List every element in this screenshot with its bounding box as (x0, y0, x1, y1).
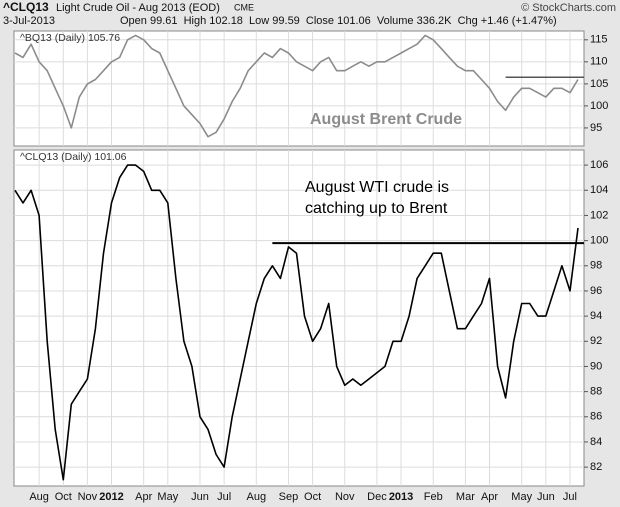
stats: Open 99.61 High 102.18 Low 99.59 Close 1… (120, 15, 557, 27)
date: 3-Jul-2013 (3, 15, 55, 27)
x-tick-label: Dec (367, 491, 387, 503)
y-tick-label: 84 (590, 436, 602, 448)
x-tick-label: Aug (29, 491, 49, 503)
y-tick-label: 105 (590, 78, 608, 90)
x-tick-label: Sep (279, 491, 299, 503)
y-tick-label: 95 (590, 122, 602, 134)
x-tick-label: Oct (304, 491, 321, 503)
x-tick-label: Apr (135, 491, 152, 503)
annotation: catching up to Brent (305, 200, 448, 217)
y-tick-label: 106 (590, 159, 608, 171)
x-tick-label: Aug (246, 491, 266, 503)
x-tick-label: 2013 (389, 491, 413, 503)
x-tick-label: Jun (191, 491, 209, 503)
symbol: ^CLQ13 (3, 0, 49, 14)
x-tick-label: May (157, 491, 178, 503)
y-tick-label: 104 (590, 184, 608, 196)
y-tick-label: 92 (590, 335, 602, 347)
y-tick-label: 100 (590, 235, 608, 247)
x-tick-label: 2012 (99, 491, 123, 503)
plot-area (13, 149, 585, 487)
x-tick-label: Jun (537, 491, 555, 503)
y-tick-label: 90 (590, 360, 602, 372)
x-tick-label: Feb (424, 491, 443, 503)
y-tick-label: 82 (590, 461, 602, 473)
x-tick-label: May (511, 491, 532, 503)
panel-label: ^CLQ13 (Daily) 101.06 (20, 151, 127, 163)
annotation: August WTI crude is (305, 179, 449, 196)
annotation: August Brent Crude (310, 111, 462, 128)
exchange: CME (234, 2, 254, 12)
x-tick-label: Nov (78, 491, 98, 503)
y-tick-label: 88 (590, 386, 602, 398)
instrument-name: Light Crude Oil - Aug 2013 (EOD) (56, 2, 220, 14)
x-tick-label: Jul (563, 491, 577, 503)
y-tick-label: 96 (590, 285, 602, 297)
y-tick-label: 94 (590, 310, 602, 322)
panel-label: ^BQ13 (Daily) 105.76 (20, 32, 120, 44)
source: © StockCharts.com (521, 2, 616, 14)
x-tick-label: Oct (55, 491, 72, 503)
y-tick-label: 115 (590, 34, 608, 46)
y-tick-label: 110 (590, 56, 608, 68)
y-tick-label: 100 (590, 100, 608, 112)
x-tick-label: Apr (481, 491, 498, 503)
x-tick-label: Jul (217, 491, 231, 503)
y-tick-label: 86 (590, 411, 602, 423)
plot-area (13, 30, 585, 147)
y-tick-label: 98 (590, 260, 602, 272)
y-tick-label: 102 (590, 209, 608, 221)
x-tick-label: Mar (456, 491, 475, 503)
price-line (14, 34, 579, 138)
x-tick-label: Nov (335, 491, 355, 503)
price-line (14, 164, 579, 481)
